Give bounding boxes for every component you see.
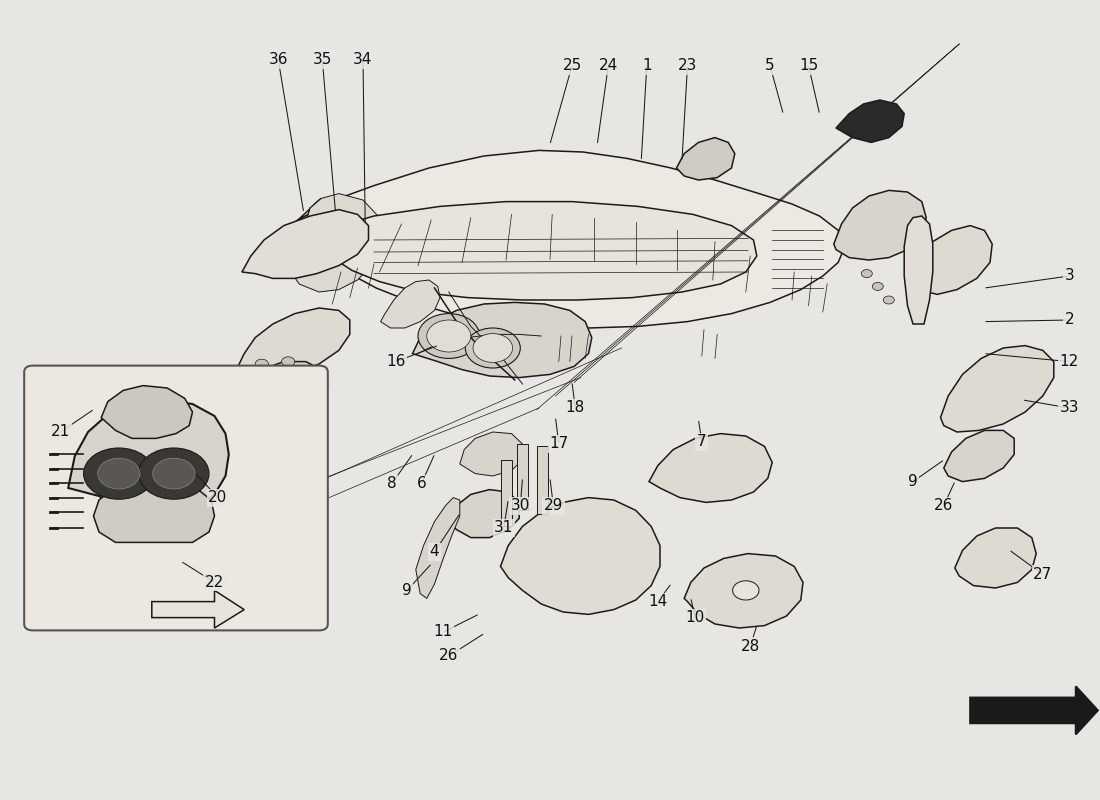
Polygon shape [500,498,660,614]
Circle shape [473,334,513,362]
Polygon shape [970,686,1098,734]
Polygon shape [500,460,512,526]
Text: 25: 25 [562,58,582,73]
Polygon shape [242,150,845,328]
Polygon shape [68,400,229,516]
Polygon shape [236,308,350,376]
Text: 30: 30 [510,498,530,513]
Text: 8: 8 [387,477,396,491]
Text: 34: 34 [353,53,373,67]
Circle shape [139,448,209,499]
Polygon shape [955,528,1036,588]
Text: 12: 12 [1059,354,1079,369]
Text: 33: 33 [1059,401,1079,415]
Text: 9: 9 [909,474,917,489]
Text: 10: 10 [685,610,705,625]
FancyBboxPatch shape [24,366,328,630]
Circle shape [98,458,140,489]
Polygon shape [940,346,1054,432]
Circle shape [255,359,268,369]
Polygon shape [242,210,368,278]
Circle shape [282,357,295,366]
Polygon shape [676,138,735,180]
Polygon shape [911,226,992,294]
Polygon shape [684,554,803,628]
Circle shape [733,581,759,600]
Text: 36: 36 [268,53,288,67]
Circle shape [861,270,872,278]
Circle shape [153,458,195,489]
Circle shape [872,282,883,290]
Polygon shape [649,434,772,502]
Text: 15: 15 [799,58,818,73]
Text: 28: 28 [740,639,760,654]
Polygon shape [517,444,528,510]
Polygon shape [381,280,440,328]
Polygon shape [288,194,383,292]
Text: 22: 22 [205,575,224,590]
Text: 6: 6 [417,477,426,491]
Text: 1: 1 [642,58,651,73]
Polygon shape [904,216,933,324]
Polygon shape [537,446,548,514]
Circle shape [418,314,480,358]
Text: 20: 20 [208,490,228,505]
Polygon shape [416,498,460,598]
Text: 35: 35 [312,53,332,67]
Polygon shape [834,190,926,260]
Circle shape [84,448,154,499]
Text: 9: 9 [403,583,411,598]
Text: 16: 16 [386,354,406,369]
Circle shape [260,379,273,389]
Text: 2: 2 [1065,313,1074,327]
Circle shape [285,378,298,387]
Text: 18: 18 [565,401,585,415]
Text: 11: 11 [433,625,453,639]
Polygon shape [319,202,757,300]
Polygon shape [152,590,244,628]
Text: 21: 21 [51,425,70,439]
Polygon shape [460,432,522,476]
Text: 26: 26 [934,498,954,513]
Polygon shape [944,430,1014,482]
Text: 3: 3 [1065,269,1074,283]
Text: 31: 31 [494,521,514,535]
Polygon shape [449,490,519,538]
Text: 4: 4 [430,545,439,559]
Circle shape [465,328,520,368]
Polygon shape [240,362,328,418]
Text: 27: 27 [1033,567,1053,582]
Text: 26: 26 [439,649,459,663]
Text: 23: 23 [678,58,697,73]
Polygon shape [101,386,192,438]
Text: 5: 5 [766,58,774,73]
Text: 7: 7 [697,434,706,449]
Polygon shape [94,490,214,542]
Polygon shape [412,302,592,378]
Text: 14: 14 [648,594,668,609]
Text: 17: 17 [549,437,569,451]
Text: 29: 29 [543,498,563,513]
Polygon shape [836,100,904,142]
Text: 24: 24 [598,58,618,73]
Circle shape [427,320,471,352]
Circle shape [883,296,894,304]
